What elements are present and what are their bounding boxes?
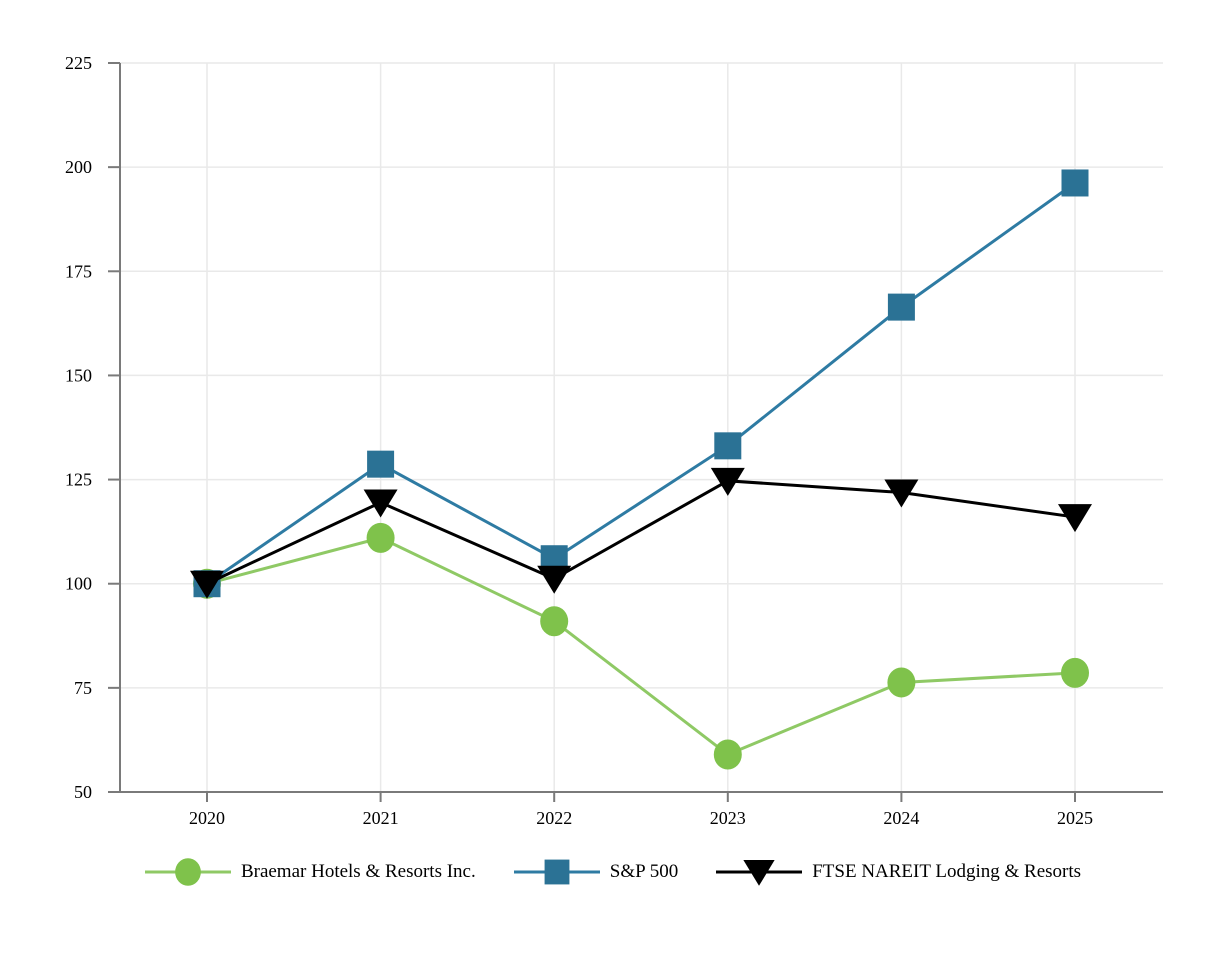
circle-marker bbox=[887, 667, 916, 698]
y-tick-label: 125 bbox=[65, 470, 92, 490]
x-tick-label: 2024 bbox=[883, 808, 919, 828]
x-tick-label: 2020 bbox=[189, 808, 225, 828]
legend-item-sp500: S&P 500 bbox=[513, 854, 679, 890]
y-tick-label: 175 bbox=[65, 261, 92, 281]
legend-label-ftse-nareit: FTSE NAREIT Lodging & Resorts bbox=[812, 861, 1082, 882]
y-tick-label: 100 bbox=[65, 574, 92, 594]
chart-canvas: 50 75 100 125 150 175 200 225 2020 2021 2022 2023 20… bbox=[65, 53, 1163, 828]
triangle-down-marker bbox=[190, 570, 224, 599]
circle-marker bbox=[540, 606, 569, 637]
x-tick-label: 2025 bbox=[1057, 808, 1093, 828]
y-tick-label: 225 bbox=[65, 53, 92, 73]
y-tick-label: 150 bbox=[65, 365, 92, 385]
series-line bbox=[206, 536, 1076, 757]
legend-item-braemar: Braemar Hotels & Resorts Inc. bbox=[144, 854, 476, 890]
triangle-down-marker-icon bbox=[716, 860, 803, 886]
square-marker-icon bbox=[513, 859, 600, 885]
triangle-down-marker bbox=[710, 467, 745, 496]
triangle-down-marker bbox=[363, 489, 398, 518]
circle-marker bbox=[175, 858, 201, 886]
legend-item-ftse-nareit: FTSE NAREIT Lodging & Resorts bbox=[716, 854, 1081, 890]
triangle-down-marker bbox=[537, 565, 572, 594]
circle-marker-icon bbox=[144, 858, 231, 886]
series-line bbox=[206, 181, 1076, 585]
triangle-down-marker bbox=[1058, 504, 1092, 533]
series-line bbox=[206, 479, 1076, 586]
x-tick-label: 2022 bbox=[536, 808, 572, 828]
triangle-down-marker bbox=[884, 479, 919, 508]
legend-label-braemar: Braemar Hotels & Resorts Inc. bbox=[240, 861, 476, 882]
square-marker bbox=[714, 432, 742, 460]
square-marker bbox=[887, 293, 915, 321]
x-tick-label: 2021 bbox=[363, 808, 399, 828]
legend-label-sp500: S&P 500 bbox=[609, 861, 679, 882]
triangle-down-marker bbox=[743, 860, 775, 886]
y-tick-label: 200 bbox=[65, 157, 92, 177]
square-marker bbox=[544, 859, 570, 885]
circle-marker bbox=[713, 739, 742, 770]
square-marker bbox=[367, 450, 395, 478]
circle-marker bbox=[1061, 657, 1089, 688]
x-tick-label: 2023 bbox=[710, 808, 746, 828]
y-tick-label: 50 bbox=[74, 782, 92, 802]
chart-legend: Braemar Hotels & Resorts Inc. S&P 500 FT… bbox=[0, 854, 1226, 890]
circle-marker bbox=[366, 522, 395, 553]
square-marker bbox=[1061, 169, 1089, 197]
y-tick-label: 75 bbox=[74, 678, 92, 698]
